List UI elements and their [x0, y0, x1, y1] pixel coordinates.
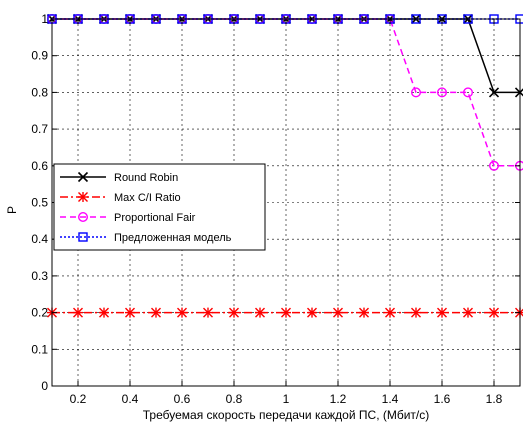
data-point [125, 307, 135, 318]
axis-ticks: 0.2 0.4 0.6 0.8 1 1.2 1.4 1.6 1.8 0 0.1 0.2 0.3 0.4 0.… [31, 12, 520, 406]
legend: Round Robin Max C/I Ratio Proportional Fai… [53, 163, 266, 251]
legend-entry: Max C/I Ratio [60, 192, 181, 204]
data-point [359, 307, 369, 318]
data-point [281, 307, 291, 318]
data-point [151, 307, 161, 318]
data-point [229, 307, 239, 318]
data-point [255, 307, 265, 318]
legend-label: Proportional Fair [114, 212, 196, 224]
legend-label: Предложенная модель [114, 232, 232, 244]
y-tick-label: 0 [41, 379, 48, 393]
legend-entry: Предложенная модель [60, 232, 232, 244]
y-axis-label: P [5, 206, 19, 214]
data-point [488, 87, 500, 98]
data-point [411, 307, 421, 318]
y-tick-label: 0.5 [31, 196, 48, 210]
y-tick-label: 0.8 [31, 85, 48, 99]
legend-entry: Proportional Fair [60, 211, 196, 224]
y-tick-label: 0.9 [31, 49, 48, 63]
x-tick-label: 0.6 [174, 392, 191, 406]
data-point [489, 160, 500, 171]
legend-label: Round Robin [114, 172, 178, 184]
y-tick-label: 0.6 [31, 159, 48, 173]
x-tick-label: 1.8 [486, 392, 503, 406]
x-tick-label: 1.2 [330, 392, 347, 406]
y-tick-label: 1 [41, 12, 48, 26]
x-tick-label: 1 [283, 392, 290, 406]
data-point [203, 307, 213, 318]
data-point [99, 307, 109, 318]
legend-marker [77, 171, 89, 183]
data-point [463, 87, 474, 98]
x-axis-label: Требуемая скорость передачи каждой ПС, (… [143, 408, 430, 422]
legend-marker [78, 232, 88, 242]
data-point [489, 307, 499, 318]
x-tick-label: 1.4 [382, 392, 399, 406]
x-tick-label: 0.4 [122, 392, 139, 406]
data-point [437, 307, 447, 318]
data-point [73, 307, 83, 318]
legend-entry: Round Robin [60, 171, 178, 184]
y-tick-label: 0.3 [31, 269, 48, 283]
y-tick-label: 0.1 [31, 342, 48, 356]
data-point [411, 87, 422, 98]
data-point [333, 307, 343, 318]
legend-label: Max C/I Ratio [114, 192, 181, 204]
x-tick-label: 0.8 [226, 392, 243, 406]
data-point [437, 87, 448, 98]
y-tick-label: 0.4 [31, 232, 48, 246]
legend-marker [77, 211, 88, 222]
legend-marker [78, 192, 88, 202]
data-point [307, 307, 317, 318]
legend-box [53, 163, 266, 251]
data-point [177, 307, 187, 318]
y-tick-label: 0.2 [31, 306, 48, 320]
data-point [385, 307, 395, 318]
x-tick-label: 0.2 [70, 392, 87, 406]
data-point [463, 307, 473, 318]
x-tick-label: 1.6 [434, 392, 451, 406]
y-tick-label: 0.7 [31, 122, 48, 136]
